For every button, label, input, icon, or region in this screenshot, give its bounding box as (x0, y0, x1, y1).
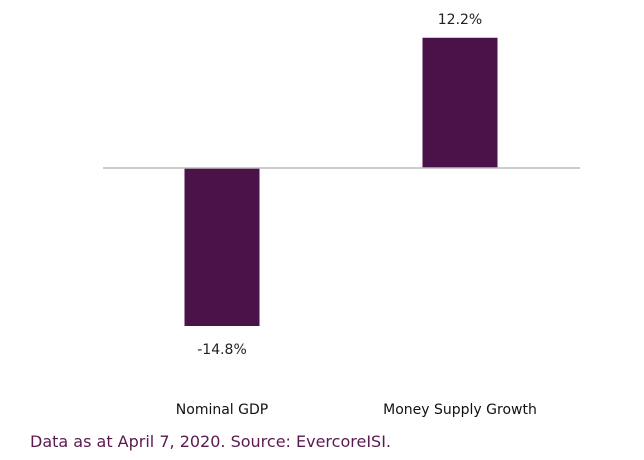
category-labels-group: Nominal GDP Money Supply Growth (176, 402, 537, 418)
bar-nominal-gdp (184, 168, 260, 326)
category-label-nominal-gdp: Nominal GDP (176, 402, 268, 418)
source-footnote: Data as at April 7, 2020. Source: Everco… (30, 432, 391, 451)
value-label-money-supply-growth: 12.2% (438, 12, 482, 28)
bar-money-supply-growth (422, 37, 498, 168)
bars-group (184, 37, 498, 326)
bar-chart: -14.8% 12.2% Nominal GDP Money Supply Grow… (103, 12, 580, 418)
value-labels-group: -14.8% 12.2% (197, 12, 482, 358)
value-label-nominal-gdp: -14.8% (197, 342, 247, 358)
category-label-money-supply-growth: Money Supply Growth (383, 402, 537, 418)
